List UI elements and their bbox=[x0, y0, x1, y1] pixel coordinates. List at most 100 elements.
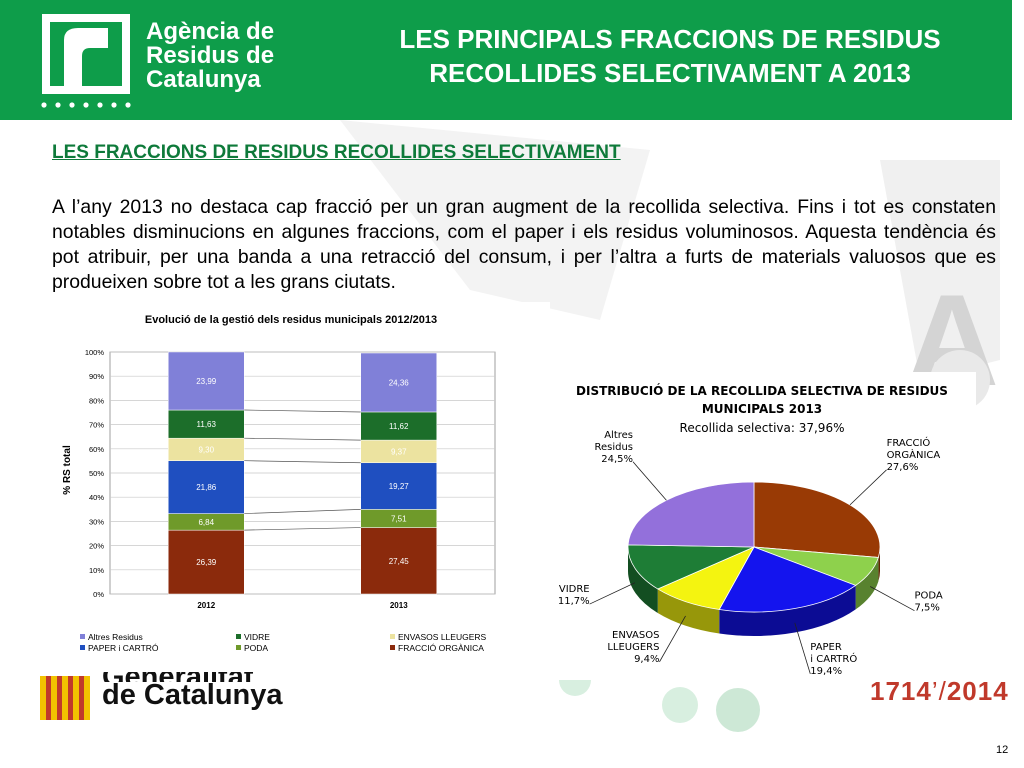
y-axis-label: % RS total bbox=[62, 445, 73, 495]
y-tick-label: 70% bbox=[89, 421, 104, 430]
agency-logo-icon bbox=[42, 14, 130, 94]
body-paragraph: A l’any 2013 no destaca cap fracció per … bbox=[52, 196, 996, 293]
bar-data-label: 26,39 bbox=[196, 558, 217, 567]
pie-leader-line bbox=[632, 461, 667, 501]
bar-data-label: 27,45 bbox=[389, 557, 410, 566]
y-tick-label: 30% bbox=[89, 517, 104, 526]
bar-data-label: 11,62 bbox=[389, 422, 409, 431]
logo-dots-icon bbox=[41, 102, 131, 108]
pie-slice-side bbox=[628, 547, 658, 613]
pie-title-line-1: DISTRIBUCIÓ DE LA RECOLLIDA SELECTIVA DE… bbox=[576, 383, 948, 398]
y-tick-label: 10% bbox=[89, 566, 104, 575]
pie-leader-line bbox=[589, 582, 636, 605]
x-tick-label: 2013 bbox=[390, 601, 408, 610]
legend-swatch bbox=[80, 634, 85, 639]
pie-slice-side bbox=[878, 547, 880, 582]
pie-category-label: LLEUGERS bbox=[607, 642, 659, 653]
legend-swatch bbox=[80, 645, 85, 650]
pie-category-label: PODA bbox=[914, 591, 942, 602]
pie-chart: DISTRIBUCIÓ DE LA RECOLLIDA SELECTIVA DE… bbox=[548, 372, 976, 680]
pie-slice bbox=[627, 481, 755, 548]
y-tick-label: 80% bbox=[89, 396, 104, 405]
anniversary-year-right: 2014 bbox=[946, 676, 1009, 706]
pie-category-label: ORGÀNICA bbox=[887, 448, 941, 461]
bar-segment bbox=[168, 351, 245, 411]
generalitat-logo: Generalitat de Catalunya bbox=[40, 664, 290, 722]
bar-data-label: 21,86 bbox=[196, 483, 217, 492]
pie-category-label: FRACCIÓ bbox=[887, 436, 931, 449]
pie-leader-line bbox=[659, 615, 686, 663]
legend-item: PAPER i CARTRÓ bbox=[80, 643, 159, 653]
y-tick-label: 0% bbox=[93, 590, 104, 599]
x-tick-label: 2012 bbox=[197, 601, 215, 610]
stacked-bar-chart: Evolució de la gestió dels residus munic… bbox=[50, 302, 550, 672]
bar-data-label: 23,99 bbox=[196, 377, 217, 386]
pie-category-label: PAPER bbox=[810, 642, 842, 653]
legend-item: FRACCIÓ ORGÀNICA bbox=[390, 643, 484, 653]
pie-slice bbox=[753, 481, 881, 558]
pie-slice bbox=[718, 546, 857, 613]
bar-data-label: 6,84 bbox=[198, 518, 214, 527]
pie-category-label: Altres bbox=[604, 430, 633, 441]
logo-line-3: Catalunya bbox=[146, 66, 261, 93]
y-tick-label: 40% bbox=[89, 493, 104, 502]
bar-data-label: 24,36 bbox=[389, 378, 410, 387]
header-banner: Agència de Residus de Catalunya LES PRIN… bbox=[0, 0, 1012, 120]
bar-segment bbox=[360, 411, 437, 441]
agency-logo-text: Agència de Residus de Catalunya bbox=[146, 20, 274, 92]
pie-percent-label: 24,5% bbox=[601, 454, 633, 465]
legend-swatch bbox=[390, 634, 395, 639]
legend-item: PODA bbox=[236, 643, 268, 653]
series-connector bbox=[244, 460, 361, 464]
pie-category-label: Residus bbox=[594, 442, 633, 453]
legend-item: Altres Residus bbox=[80, 632, 143, 642]
legend-label: PAPER i CARTRÓ bbox=[88, 643, 159, 653]
bar-segment bbox=[168, 529, 245, 595]
pie-slice bbox=[627, 544, 755, 590]
legend-label: FRACCIÓ ORGÀNICA bbox=[398, 643, 484, 653]
bar-segment bbox=[360, 527, 437, 595]
chart-title: Evolució de la gestió dels residus munic… bbox=[145, 314, 437, 326]
pie-percent-label: 11,7% bbox=[558, 596, 590, 607]
bar-data-label: 19,27 bbox=[389, 482, 410, 491]
legend-swatch bbox=[390, 645, 395, 650]
pie-title-line-2: MUNICIPALS 2013 bbox=[702, 402, 822, 416]
bar-data-label: 9,30 bbox=[198, 445, 214, 454]
page-title-line-2: RECOLLIDES SELECTIVAMENT A 2013 bbox=[429, 58, 911, 88]
y-tick-label: 60% bbox=[89, 445, 104, 454]
generalitat-line-2: de Catalunya bbox=[102, 679, 283, 711]
pie-percent-label: 19,4% bbox=[810, 666, 842, 677]
legend-swatch bbox=[236, 634, 241, 639]
pie-slice-side bbox=[719, 585, 856, 636]
bar-segment bbox=[360, 352, 437, 413]
anniversary-logo: 1714’/2014 bbox=[870, 676, 1009, 706]
legend-item: ENVASOS LLEUGERS bbox=[390, 632, 487, 642]
legend-label: VIDRE bbox=[244, 632, 270, 642]
legend-label: Altres Residus bbox=[88, 632, 143, 642]
pie-leader-line bbox=[794, 622, 811, 675]
bar-data-label: 11,63 bbox=[197, 420, 217, 429]
legend-swatch bbox=[236, 645, 241, 650]
pie-leader-line bbox=[870, 586, 915, 612]
pie-percent-label: 9,4% bbox=[634, 654, 659, 665]
logo-line-1: Agència de bbox=[146, 18, 275, 45]
legend-label: PODA bbox=[244, 643, 268, 653]
page-title: LES PRINCIPALS FRACCIONS DE RESIDUS RECO… bbox=[350, 22, 990, 90]
legend-item: VIDRE bbox=[236, 632, 270, 642]
bar-data-label: 9,37 bbox=[391, 447, 407, 456]
pie-percent-label: 27,6% bbox=[887, 462, 919, 473]
legend-label: ENVASOS LLEUGERS bbox=[398, 632, 487, 642]
pie-category-label: ENVASOS bbox=[612, 630, 659, 641]
series-connector bbox=[244, 527, 361, 531]
y-tick-label: 20% bbox=[89, 542, 104, 551]
pie-percent-label: 7,5% bbox=[914, 603, 939, 614]
anniversary-year-left: 1714 bbox=[870, 676, 932, 706]
bar-segment bbox=[168, 409, 245, 439]
generalitat-flag-icon bbox=[40, 676, 90, 720]
pie-slice-side bbox=[657, 588, 720, 634]
